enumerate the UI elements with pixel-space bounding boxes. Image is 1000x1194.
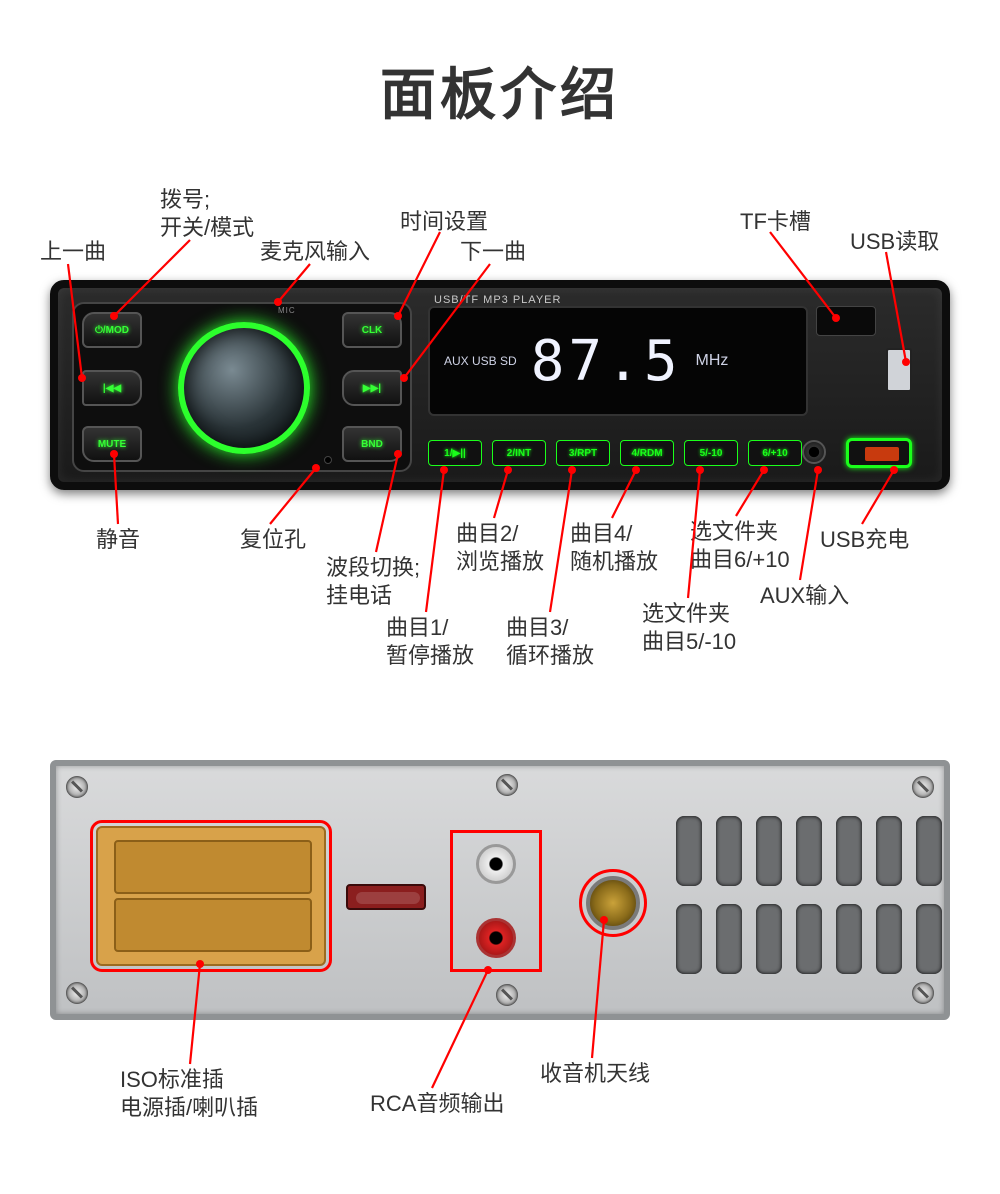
screw-icon	[912, 776, 934, 798]
preset-5-button[interactable]: 5/-10	[684, 440, 738, 466]
reset-hole[interactable]	[324, 456, 332, 464]
label-btn2: 曲目2/ 浏览播放	[456, 520, 544, 575]
lcd-unit: MHz	[696, 352, 729, 370]
label-next: 下一曲	[460, 238, 526, 266]
preset-3-button[interactable]: 3/RPT	[556, 440, 610, 466]
preset-2-button[interactable]: 2/INT	[492, 440, 546, 466]
rear-panel	[50, 760, 950, 1020]
label-usb-charge: USB充电	[820, 526, 909, 554]
antenna-jack[interactable]	[586, 876, 640, 930]
label-btn4: 曲目4/ 随机播放	[570, 520, 658, 575]
lcd-frequency: 87.5	[531, 329, 682, 394]
label-band-hang: 波段切换; 挂电话	[326, 554, 420, 609]
screw-icon	[66, 982, 88, 1004]
label-reset: 复位孔	[240, 526, 306, 554]
front-panel: ⏻/MOD CLK |◀◀ ▶▶| MUTE BND MIC USB/TF MP…	[50, 280, 950, 490]
lcd-header: USB/TF MP3 PLAYER	[434, 294, 561, 306]
band-button[interactable]: BND	[342, 426, 402, 462]
label-usb-read: USB读取	[850, 228, 939, 256]
label-btn3: 曲目3/ 循环播放	[506, 614, 594, 669]
tf-card-slot[interactable]	[816, 306, 876, 336]
rca-red-jack[interactable]	[476, 918, 516, 958]
label-mic-in: 麦克风输入	[260, 238, 370, 266]
power-mode-button[interactable]: ⏻/MOD	[82, 312, 142, 348]
preset-4-button[interactable]: 4/RDM	[620, 440, 674, 466]
label-rca: RCA音频输出	[370, 1090, 504, 1118]
page-title: 面板介绍	[0, 50, 1000, 131]
lcd-modes: AUX USB SD	[444, 352, 517, 370]
rca-output[interactable]	[456, 836, 536, 966]
lcd-display: AUX USB SD 87.5 MHz	[428, 306, 808, 416]
label-dial-mode: 拨号; 开关/模式	[160, 186, 254, 241]
rca-white-jack[interactable]	[476, 844, 516, 884]
preset-row: 1/▶|| 2/INT 3/RPT 4/RDM 5/-10 6/+10	[428, 440, 802, 466]
mute-button[interactable]: MUTE	[82, 426, 142, 462]
aux-input-jack[interactable]	[802, 440, 826, 464]
usb-charge-port[interactable]	[846, 438, 912, 468]
clock-button[interactable]: CLK	[342, 312, 402, 348]
label-tf-slot: TF卡槽	[740, 208, 811, 236]
screw-icon	[496, 984, 518, 1006]
iso-connector[interactable]	[96, 826, 326, 966]
mic-label: MIC	[278, 306, 296, 315]
usb-read-port[interactable]	[886, 348, 912, 392]
preset-1-button[interactable]: 1/▶||	[428, 440, 482, 466]
prev-track-button[interactable]: |◀◀	[82, 370, 142, 406]
label-btn1: 曲目1/ 暂停播放	[386, 614, 474, 669]
fuse-holder[interactable]	[346, 884, 426, 910]
label-mute: 静音	[96, 526, 140, 554]
screw-icon	[912, 982, 934, 1004]
label-btn6: 选文件夹 曲目6/+10	[690, 518, 790, 573]
next-track-button[interactable]: ▶▶|	[342, 370, 402, 406]
label-time-set: 时间设置	[400, 208, 488, 236]
screw-icon	[66, 776, 88, 798]
knob-zone: ⏻/MOD CLK |◀◀ ▶▶| MUTE BND MIC	[72, 302, 412, 472]
label-iso: ISO标准插 电源插/喇叭插	[120, 1066, 258, 1121]
preset-6-button[interactable]: 6/+10	[748, 440, 802, 466]
label-btn5: 选文件夹 曲目5/-10	[642, 600, 736, 655]
volume-knob[interactable]	[178, 322, 310, 454]
label-antenna: 收音机天线	[540, 1060, 650, 1088]
label-prev: 上一曲	[40, 238, 106, 266]
screw-icon	[496, 774, 518, 796]
label-aux: AUX输入	[760, 582, 849, 610]
